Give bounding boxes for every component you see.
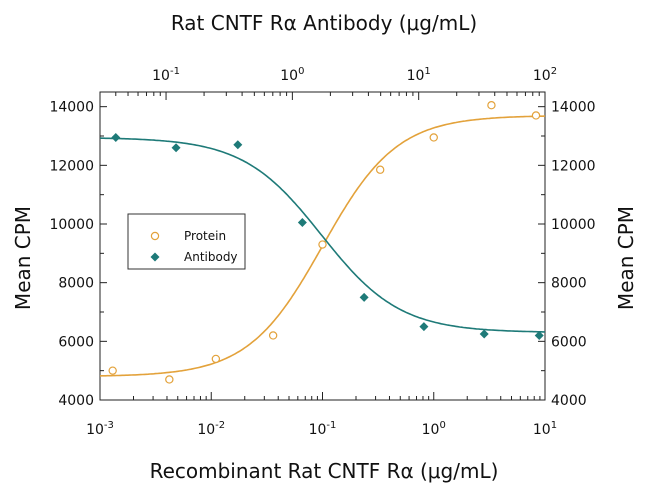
x-axis-label: Recombinant Rat CNTF Rα (μg/mL) — [150, 459, 499, 483]
y-right-tick-label: 14000 — [551, 100, 596, 116]
protein-point — [318, 240, 327, 249]
antibody-point — [297, 218, 307, 228]
y-left-tick-label: 6000 — [58, 334, 94, 350]
y-axis-left-label: Mean CPM — [11, 206, 35, 310]
antibody-point — [111, 132, 121, 142]
protein-point — [429, 133, 438, 142]
y-left-tick-label: 10000 — [49, 217, 94, 233]
axis-ticks: 10-3 10-2 10-1 100 101 10-1 100 101 102 4000 6000 8… — [49, 66, 595, 438]
antibody-point — [171, 143, 181, 153]
protein-point — [375, 165, 385, 174]
y-right-tick-label: 4000 — [551, 393, 587, 409]
x-top-tick-label: 10-1 — [152, 66, 180, 84]
y-right-tick-label: 12000 — [551, 158, 596, 174]
y-left-tick-label: 12000 — [49, 158, 94, 174]
x-bottom-tick-label: 10-2 — [197, 420, 225, 438]
y-right-tick-label: 6000 — [551, 334, 587, 350]
fit-curve-antibody — [99, 137, 545, 333]
x-bottom-tick-label: 10-1 — [309, 420, 337, 438]
antibody-point — [419, 322, 429, 332]
data-points — [108, 100, 544, 384]
legend-box — [127, 213, 246, 270]
x-bottom-tick-label: 100 — [422, 420, 446, 438]
y-right-tick-label: 8000 — [551, 276, 587, 292]
protein-point — [487, 100, 496, 110]
legend-label-antibody: Antibody — [184, 250, 238, 264]
legend-antibody-marker — [150, 252, 160, 262]
protein-point — [211, 354, 221, 364]
x-top-tick-label: 100 — [280, 66, 304, 84]
antibody-point — [233, 140, 243, 150]
antibody-point — [359, 292, 369, 302]
antibody-point — [479, 329, 489, 339]
x-bottom-tick-label: 10-3 — [86, 420, 114, 438]
chart-title: Rat CNTF Rα Antibody (μg/mL) — [171, 11, 477, 35]
protein-point — [531, 111, 541, 120]
antibody-point — [534, 330, 544, 340]
y-right-tick-label: 10000 — [551, 217, 596, 233]
protein-point — [268, 331, 278, 340]
x-bottom-tick-label: 101 — [533, 420, 557, 438]
legend-label-protein: Protein — [184, 229, 226, 243]
y-left-tick-label: 14000 — [49, 100, 94, 116]
protein-point — [108, 366, 117, 375]
legend-protein-marker — [150, 231, 160, 241]
y-left-tick-label: 4000 — [58, 393, 94, 409]
legend: Protein Antibody — [127, 213, 246, 270]
y-left-tick-label: 8000 — [58, 276, 94, 292]
x-top-tick-label: 101 — [407, 66, 431, 84]
protein-point — [165, 375, 174, 384]
x-top-tick-label: 102 — [533, 66, 557, 84]
y-axis-right-label: Mean CPM — [614, 206, 638, 310]
